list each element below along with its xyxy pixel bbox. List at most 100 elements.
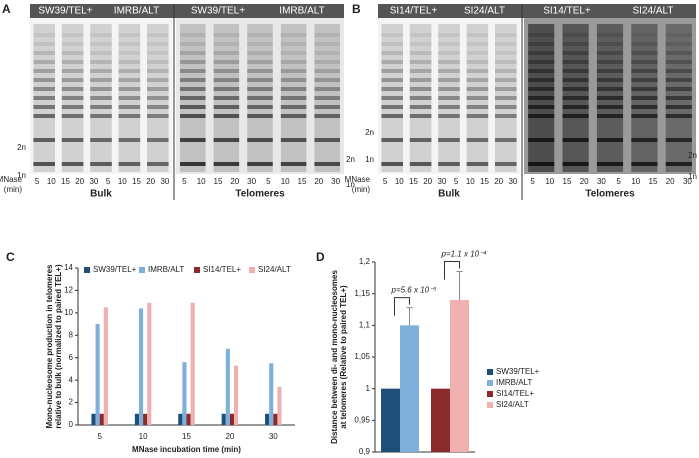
- gel-band: [596, 114, 624, 118]
- gel-band: [562, 96, 589, 100]
- gel-band: [90, 33, 112, 37]
- gel-band: [665, 69, 692, 73]
- legend-swatch: [194, 267, 200, 273]
- error-bar: [456, 271, 463, 300]
- lane-number: 15: [298, 177, 307, 186]
- gel-band: [409, 96, 432, 100]
- gel-band: [528, 114, 555, 118]
- gel-band: [147, 162, 169, 166]
- legend-label: SW39/TEL+: [93, 265, 137, 274]
- gel-band: [631, 96, 658, 100]
- y-tick-label: 1,05: [354, 352, 370, 361]
- lane-number: 5: [106, 177, 111, 186]
- gel-band: [562, 33, 589, 37]
- lane-number: 5: [530, 177, 535, 186]
- gel-band: [495, 96, 517, 100]
- gel-band: [409, 42, 432, 46]
- mnase-unit: (min): [352, 185, 371, 194]
- gel-band: [562, 162, 589, 166]
- gel-band: [90, 60, 112, 64]
- panel-label: A: [2, 2, 11, 16]
- gel-band: [495, 60, 517, 64]
- gel-band: [381, 114, 403, 118]
- gel-band: [631, 42, 658, 46]
- gel-band: [596, 51, 624, 55]
- bar: [186, 413, 191, 425]
- x-tick-label: 10: [139, 432, 148, 441]
- lane-number: 30: [247, 177, 256, 186]
- bar: [400, 325, 419, 452]
- gel-band: [495, 105, 517, 109]
- legend-label: SI14/TEL+: [203, 265, 241, 274]
- gel-band: [528, 96, 555, 100]
- gel-band: [438, 87, 460, 91]
- gel-lane: [213, 24, 240, 172]
- gel-band: [631, 105, 658, 109]
- gel-band: [147, 138, 169, 142]
- gel-band: [213, 42, 240, 46]
- gel-band: [61, 114, 84, 118]
- gel-lane: [61, 24, 84, 172]
- gel-band: [466, 51, 489, 55]
- gel-band: [280, 96, 307, 100]
- gel-band: [466, 162, 489, 166]
- gel-band: [33, 33, 55, 37]
- gel-band: [247, 42, 273, 46]
- gel-band: [438, 51, 460, 55]
- gel-band: [562, 78, 589, 82]
- gel-band: [665, 105, 692, 109]
- gel-band: [180, 78, 206, 82]
- lane-group-label: SI24/ALT: [633, 6, 674, 17]
- gel-band: [213, 69, 240, 73]
- gel-band: [562, 69, 589, 73]
- bar: [143, 413, 148, 425]
- lane-number: 15: [563, 177, 572, 186]
- gel-band: [180, 42, 206, 46]
- gel-band: [438, 114, 460, 118]
- gel-band: [631, 87, 658, 91]
- x-tick-label: 30: [269, 432, 278, 441]
- gel-band: [466, 105, 489, 109]
- gel-band: [33, 96, 55, 100]
- gel-band: [247, 60, 273, 64]
- lane-number: 15: [214, 177, 223, 186]
- significance-bracket: [444, 261, 460, 280]
- lane-number: 5: [616, 177, 621, 186]
- gel-band: [147, 33, 169, 37]
- gel-band: [147, 105, 169, 109]
- gel-band: [180, 60, 206, 64]
- gel-band: [409, 78, 432, 82]
- lane-number: 20: [230, 177, 239, 186]
- lane-number: 15: [61, 177, 70, 186]
- y-tick-label: 1,15: [354, 289, 370, 298]
- gel-band: [665, 138, 692, 142]
- gel-band: [381, 96, 403, 100]
- gel-band: [213, 114, 240, 118]
- bar: [182, 362, 187, 425]
- gel-band: [665, 78, 692, 82]
- gel-band: [466, 78, 489, 82]
- lane-number: 15: [480, 177, 489, 186]
- lane-number: 10: [631, 177, 640, 186]
- gel-band: [213, 105, 240, 109]
- gel-band: [596, 60, 624, 64]
- gel-band: [528, 78, 555, 82]
- gel-band: [596, 105, 624, 109]
- size-marker: 2n: [346, 155, 355, 164]
- header-bar: [30, 4, 344, 18]
- lane-number: 20: [423, 177, 432, 186]
- legend-label: IMRB/ALT: [496, 378, 532, 387]
- gel-band: [213, 96, 240, 100]
- legend-swatch: [84, 267, 90, 273]
- bar: [381, 388, 400, 452]
- gel-band: [466, 114, 489, 118]
- gel-band: [147, 69, 169, 73]
- panel-label: B: [352, 2, 361, 16]
- legend-label: SI24/ALT: [258, 265, 291, 274]
- y-tick-label: 14: [64, 263, 73, 272]
- p-value: p=5.6 x 10⁻⁵: [391, 286, 438, 295]
- gel-band: [33, 162, 55, 166]
- gel-band: [596, 33, 624, 37]
- lane-number: 10: [118, 177, 127, 186]
- lane-number: 30: [508, 177, 517, 186]
